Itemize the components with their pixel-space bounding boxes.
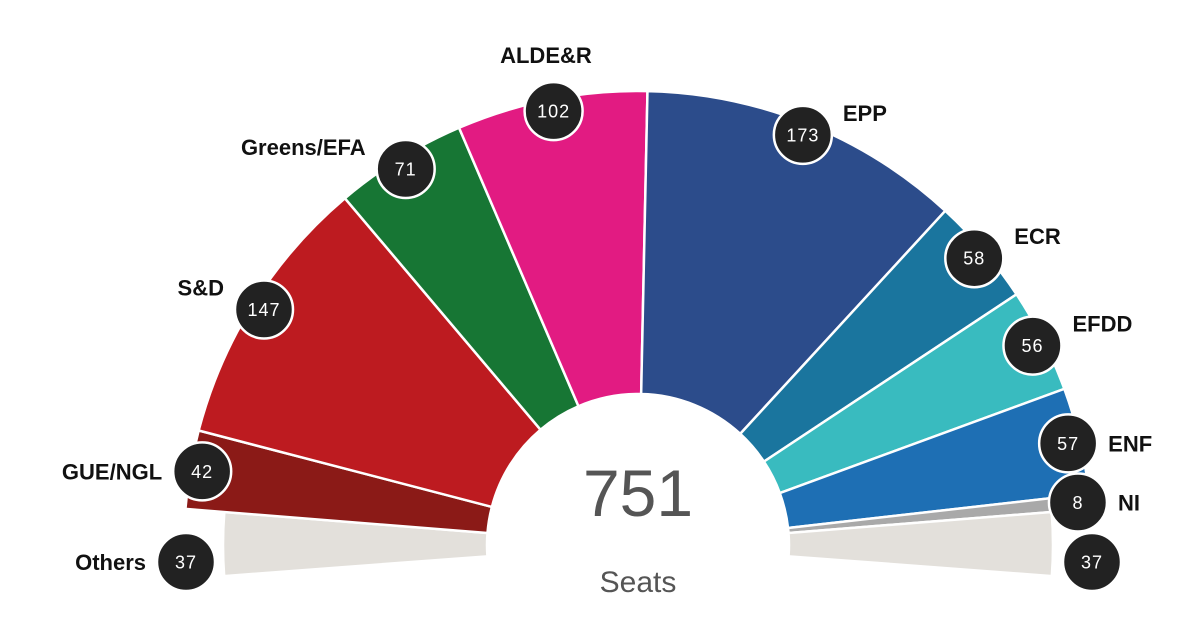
badge-others [155,531,217,593]
badge-value-ni: 8 [1072,493,1083,513]
label-others: Others [75,550,146,575]
chart-wedges [184,89,1092,578]
badge-value-s-d: 147 [247,300,280,320]
badge-value-gue-ngl: 42 [191,462,213,482]
badge-value-enf: 57 [1057,434,1079,454]
badge-value-efdd: 56 [1021,336,1043,356]
badge-others [1061,531,1123,593]
label-efdd: EFDD [1072,312,1132,337]
label-enf: ENF [1108,431,1152,456]
label-gue-ngl: GUE/NGL [62,459,162,484]
label-ni: NI [1118,491,1140,516]
label-ecr: ECR [1014,224,1061,249]
badge-greens-efa [375,138,436,200]
badge-ni [1047,472,1109,533]
badge-value-epp: 173 [786,125,819,145]
wedge-epp [639,89,948,436]
total-seats: 751 [583,456,693,530]
badge-alde-r [523,80,584,142]
badge-efdd [1002,315,1063,376]
badge-value-others: 37 [1081,553,1103,573]
badge-enf [1037,413,1099,474]
chart-labels: 37 Others 42 GUE/NGL 147 S&D 71 Greens/EFA 102 AL… [62,43,1152,593]
badge-s-d [233,279,295,340]
badge-value-alde-r: 102 [537,102,570,122]
badge-value-greens-efa: 71 [395,159,417,179]
badge-epp [772,104,834,166]
label-alde-r: ALDE&R [500,43,592,68]
badge-gue-ngl [171,441,233,502]
seats-label: Seats [600,566,677,599]
label-s-d: S&D [178,275,224,300]
wedge-s-d [197,196,543,509]
wedge-others-10 [787,510,1055,578]
badge-ecr [944,227,1005,289]
label-epp: EPP [843,101,887,126]
badge-value-others: 37 [175,553,197,573]
label-greens-efa: Greens/EFA [241,135,366,160]
badge-value-ecr: 58 [963,249,985,269]
